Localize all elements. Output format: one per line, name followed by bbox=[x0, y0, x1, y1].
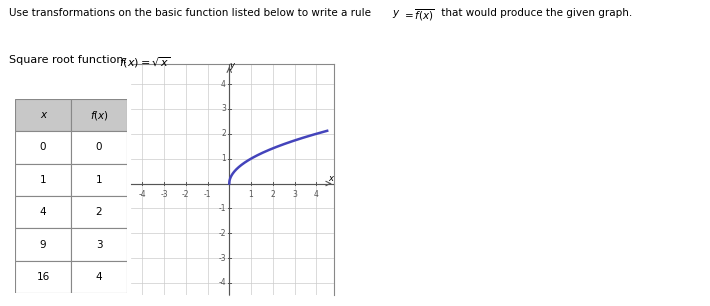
Text: -2: -2 bbox=[219, 229, 226, 238]
Text: 4: 4 bbox=[221, 80, 226, 89]
Text: 0: 0 bbox=[40, 142, 46, 152]
Text: $f(x)$: $f(x)$ bbox=[89, 109, 109, 121]
Text: 1: 1 bbox=[96, 175, 102, 185]
Text: 1: 1 bbox=[40, 175, 46, 185]
Text: $y\/$: $y\/$ bbox=[392, 8, 400, 20]
Text: 2: 2 bbox=[271, 190, 275, 199]
Text: -4: -4 bbox=[219, 278, 226, 287]
Text: -3: -3 bbox=[160, 190, 168, 199]
Bar bbox=[71, 164, 127, 196]
Text: -2: -2 bbox=[182, 190, 190, 199]
Text: 4: 4 bbox=[96, 272, 102, 282]
Bar bbox=[15, 228, 71, 261]
Text: 9: 9 bbox=[40, 240, 46, 250]
Text: 16: 16 bbox=[36, 272, 50, 282]
Bar bbox=[71, 99, 127, 131]
Text: 3: 3 bbox=[96, 240, 102, 250]
Text: 4: 4 bbox=[314, 190, 319, 199]
Text: y: y bbox=[229, 62, 234, 70]
Text: 1: 1 bbox=[222, 154, 226, 163]
Text: $f(x) = \sqrt{x}$: $f(x) = \sqrt{x}$ bbox=[119, 55, 170, 70]
Text: that would produce the given graph.: that would produce the given graph. bbox=[438, 8, 633, 18]
Bar bbox=[15, 164, 71, 196]
Text: Square root function:: Square root function: bbox=[9, 55, 131, 65]
Text: 2: 2 bbox=[222, 129, 226, 138]
Text: 0: 0 bbox=[96, 142, 102, 152]
Text: 3: 3 bbox=[292, 190, 297, 199]
Text: -1: -1 bbox=[204, 190, 212, 199]
Bar bbox=[71, 228, 127, 261]
Bar bbox=[71, 131, 127, 164]
Text: $=\overline{f(x)}$: $=\overline{f(x)}$ bbox=[402, 8, 435, 23]
Text: -1: -1 bbox=[219, 204, 226, 213]
Text: -3: -3 bbox=[219, 254, 226, 263]
Bar bbox=[71, 196, 127, 228]
Text: -4: -4 bbox=[138, 190, 146, 199]
Text: 2: 2 bbox=[96, 207, 102, 217]
Text: 3: 3 bbox=[221, 104, 226, 114]
Bar bbox=[15, 131, 71, 164]
Bar bbox=[15, 196, 71, 228]
Bar bbox=[71, 261, 127, 293]
Bar bbox=[15, 261, 71, 293]
Text: x: x bbox=[40, 110, 46, 120]
Text: Use transformations on the basic function listed below to write a rule: Use transformations on the basic functio… bbox=[9, 8, 374, 18]
Text: 4: 4 bbox=[40, 207, 46, 217]
Text: x: x bbox=[328, 174, 333, 183]
Text: 1: 1 bbox=[248, 190, 253, 199]
Bar bbox=[15, 99, 71, 131]
